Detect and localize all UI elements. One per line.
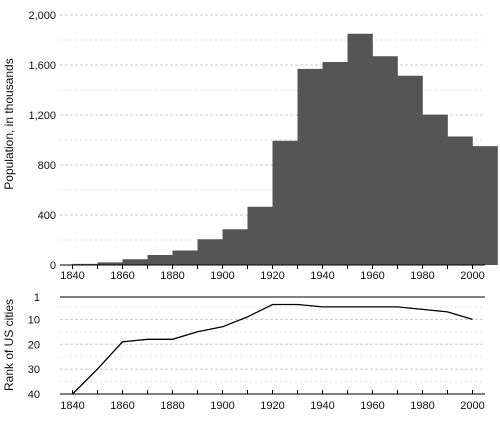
population-y-axis-label: Population, in thousands [2, 58, 16, 189]
x-tick-label: 1900 [210, 400, 234, 412]
population-bar [122, 259, 148, 265]
y-tick-label: 0 [50, 260, 56, 272]
x-tick-label: 1940 [310, 400, 334, 412]
rank-x-ticks: 1840 1860 1880 1900 1920 1940 1960 1980 2000 [60, 390, 485, 412]
population-bar [372, 56, 398, 265]
x-tick-label: 1880 [160, 400, 184, 412]
population-bar [397, 75, 423, 265]
y-tick-label: 800 [38, 160, 56, 172]
population-bar [247, 206, 273, 265]
population-bar [147, 255, 173, 265]
x-tick-label: 1960 [360, 270, 384, 282]
population-bars [72, 33, 498, 265]
population-bar [172, 250, 198, 265]
y-tick-label: 20 [28, 339, 40, 351]
x-tick-label: 1960 [360, 400, 384, 412]
rank-gridlines [60, 306, 485, 383]
y-tick-label: 1,200 [28, 110, 56, 122]
rank-y-ticks: 1 10 20 30 40 [28, 292, 40, 401]
x-tick-label: 1860 [110, 270, 134, 282]
x-tick-label: 1920 [260, 400, 284, 412]
x-tick-label: 2000 [460, 400, 484, 412]
population-y-ticks: 0 400 800 1,200 1,600 2,000 [28, 10, 56, 272]
population-histogram: 1840 1860 1880 1900 1920 1940 1960 1980 2000 0 40… [2, 10, 498, 282]
x-tick-label: 1880 [160, 270, 184, 282]
y-tick-label: 2,000 [28, 10, 56, 22]
population-x-ticks: 1840 1860 1880 1900 1920 1940 1960 1980 2000 [60, 265, 485, 282]
y-tick-label: 400 [38, 210, 56, 222]
rank-series-line [72, 303, 473, 395]
x-tick-label: 1900 [210, 270, 234, 282]
population-bar [97, 262, 123, 265]
y-tick-label: 30 [28, 364, 40, 376]
x-tick-label: 1840 [60, 400, 84, 412]
y-tick-label: 1 [34, 292, 40, 304]
rank-line-chart: 1840 1860 1880 1900 1920 1940 1960 1980 2000 1 10… [2, 292, 485, 412]
rank-y-axis-label: Rank of US cities [2, 299, 16, 391]
x-tick-label: 1860 [110, 400, 134, 412]
x-tick-label: 1980 [410, 400, 434, 412]
population-bar [222, 229, 248, 265]
population-bar [422, 114, 448, 265]
population-bar [347, 33, 373, 265]
population-bar [447, 136, 473, 265]
population-bar [197, 239, 223, 265]
population-bar [72, 263, 98, 265]
population-bar [472, 146, 498, 265]
y-tick-label: 1,600 [28, 60, 56, 72]
x-tick-label: 1940 [310, 270, 334, 282]
population-bar [322, 62, 348, 265]
x-tick-label: 2000 [460, 270, 484, 282]
x-tick-label: 1980 [410, 270, 434, 282]
y-tick-label: 10 [28, 314, 40, 326]
x-tick-label: 1920 [260, 270, 284, 282]
y-tick-label: 40 [28, 389, 40, 401]
population-bar [272, 140, 298, 265]
x-tick-label: 1840 [60, 270, 84, 282]
population-bar [297, 68, 323, 265]
